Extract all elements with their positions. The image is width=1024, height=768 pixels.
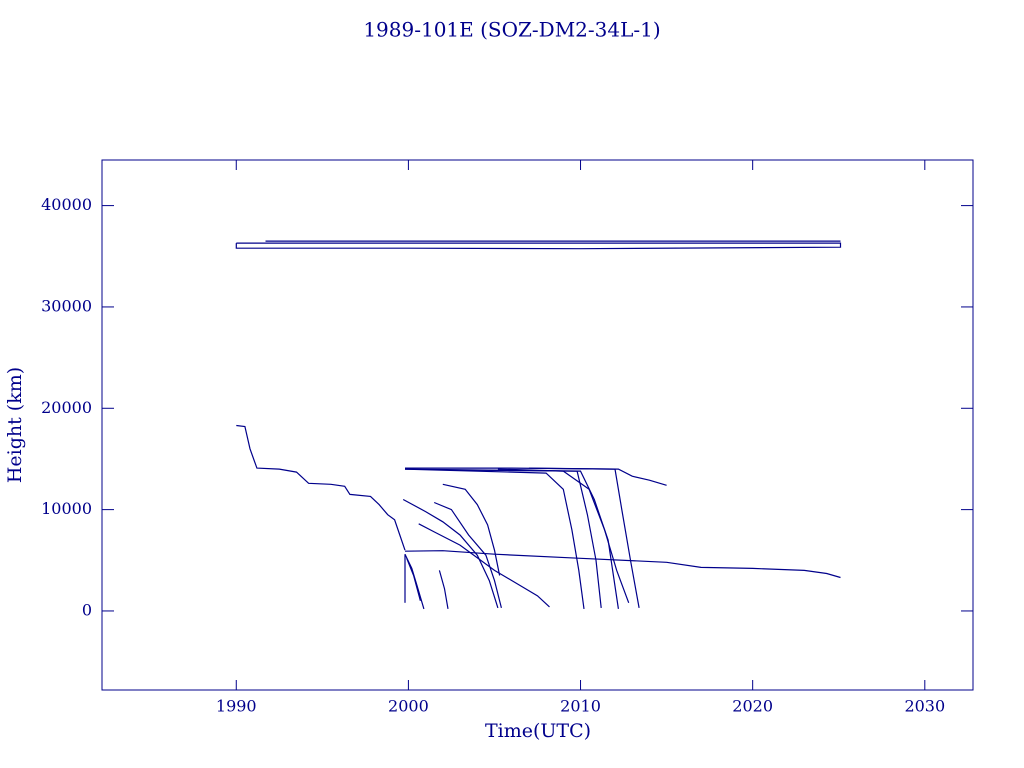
data-line [402,498,499,609]
x-tick-label: 2020 [732,697,773,716]
data-line [404,468,602,608]
x-tick-label: 2010 [560,697,601,716]
x-axis-label: Time(UTC) [485,720,591,742]
data-line [459,469,619,609]
data-line [404,468,585,609]
chart-title: 1989-101E (SOZ-DM2-34L-1) [363,18,660,42]
y-tick-label: 10000 [41,499,92,518]
x-tick-label: 2000 [388,697,429,716]
y-axis-label: Height (km) [4,367,26,483]
data-line [404,550,841,579]
y-tick-label: 30000 [41,296,92,315]
data-line [236,424,406,551]
data-line [442,483,501,576]
data-line [528,467,640,609]
data-line [438,570,449,610]
data-line [433,501,502,609]
data-line [497,468,630,604]
data-line [418,523,550,608]
y-tick-label: 20000 [41,398,92,417]
data-line [405,467,667,486]
y-tick-label: 40000 [41,195,92,214]
data-line [406,558,421,601]
data-line [235,242,842,250]
y-tick-label: 0 [82,600,92,619]
x-tick-label: 2030 [904,697,945,716]
plot-frame [101,159,974,691]
x-tick-label: 1990 [216,697,257,716]
